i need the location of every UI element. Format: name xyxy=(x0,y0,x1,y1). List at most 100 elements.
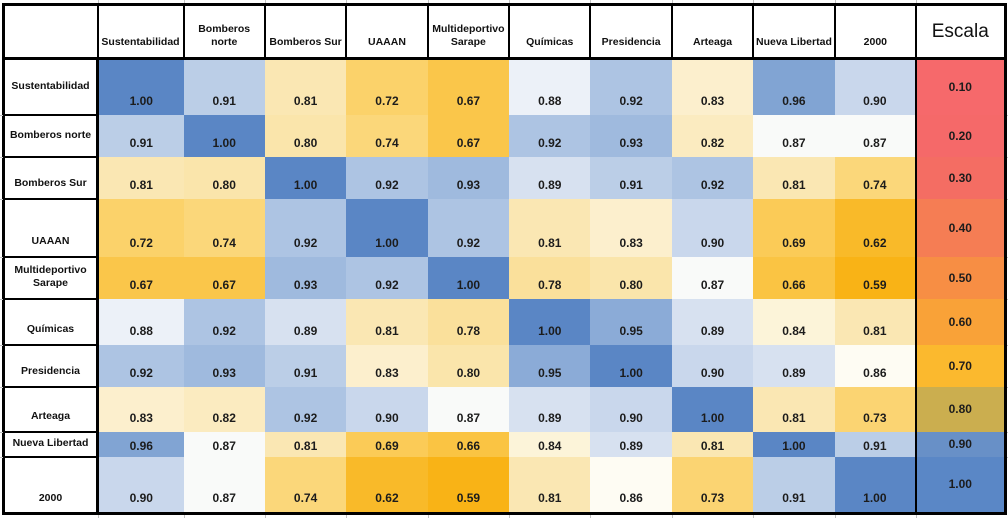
matrix-cell-2000-x-2000: 1.00 xyxy=(834,456,917,514)
gridline-tick-right xyxy=(1006,431,1008,433)
gridline-tick-left xyxy=(0,198,3,200)
matrix-cell-bomberos-norte-x-bomberos-norte: 1.00 xyxy=(183,114,265,157)
matrix-cell-2000-x-qu-micas: 0.81 xyxy=(509,456,591,514)
matrix-cell-arteaga-x-arteaga: 1.00 xyxy=(671,386,754,432)
matrix-cell-bomberos-sur-x-qu-micas: 0.89 xyxy=(509,156,591,199)
column-header-multideportivo-sarape: Multideportivo Sarape xyxy=(426,3,511,60)
gridline-tick-top xyxy=(590,0,592,3)
matrix-cell-sustentabilidad-x-sustentabilidad: 1.00 xyxy=(97,58,184,115)
escala-swatch-0.70: 0.70 xyxy=(915,344,1006,387)
matrix-cell-uaaan-x-nueva-libertad: 0.69 xyxy=(753,198,835,257)
matrix-cell-arteaga-x-presidencia: 0.90 xyxy=(590,386,672,432)
matrix-cell-nueva-libertad-x-bomberos-sur: 0.81 xyxy=(264,431,347,457)
matrix-cell-qu-micas-x-bomberos-sur: 0.89 xyxy=(264,298,347,345)
matrix-cell-2000-x-presidencia: 0.86 xyxy=(590,456,672,514)
escala-swatch-0.30: 0.30 xyxy=(915,156,1006,199)
escala-swatch-0.90: 0.90 xyxy=(915,431,1006,457)
matrix-cell-nueva-libertad-x-bomberos-norte: 0.87 xyxy=(183,431,265,457)
matrix-cell-uaaan-x-qu-micas: 0.81 xyxy=(509,198,591,257)
row-header-bomberos-norte: Bomberos norte xyxy=(2,113,99,158)
matrix-cell-bomberos-sur-x-sustentabilidad: 0.81 xyxy=(97,156,184,199)
row-header-nueva-libertad: Nueva Libertad xyxy=(2,430,99,458)
matrix-cell-arteaga-x-uaaan: 0.90 xyxy=(346,386,428,432)
matrix-cell-multideportivo-sarape-x-bomberos-norte: 0.67 xyxy=(183,256,265,299)
gridline-tick-left xyxy=(0,256,3,258)
matrix-cell-2000-x-bomberos-sur: 0.74 xyxy=(264,456,347,514)
column-header-qu-micas: Químicas xyxy=(508,3,592,60)
matrix-cell-uaaan-x-multideportivo-sarape: 0.92 xyxy=(427,198,510,257)
gridline-tick-top xyxy=(509,0,511,3)
matrix-cell-presidencia-x-bomberos-sur: 0.91 xyxy=(264,344,347,387)
matrix-cell-bomberos-norte-x-multideportivo-sarape: 0.67 xyxy=(427,114,510,157)
matrix-cell-uaaan-x-bomberos-norte: 0.74 xyxy=(183,198,265,257)
matrix-cell-qu-micas-x-arteaga: 0.89 xyxy=(671,298,754,345)
matrix-cell-bomberos-norte-x-uaaan: 0.74 xyxy=(346,114,428,157)
matrix-cell-nueva-libertad-x-nueva-libertad: 1.00 xyxy=(753,431,835,457)
matrix-cell-qu-micas-x-uaaan: 0.81 xyxy=(346,298,428,345)
matrix-cell-sustentabilidad-x-nueva-libertad: 0.96 xyxy=(753,58,835,115)
matrix-cell-bomberos-sur-x-bomberos-sur: 1.00 xyxy=(264,156,347,199)
column-header-sustentabilidad: Sustentabilidad xyxy=(96,3,185,60)
matrix-cell-multideportivo-sarape-x-multideportivo-sarape: 1.00 xyxy=(427,256,510,299)
matrix-cell-bomberos-norte-x-2000: 0.87 xyxy=(834,114,917,157)
column-header-arteaga: Arteaga xyxy=(670,3,755,60)
gridline-tick-top xyxy=(753,0,755,3)
row-header-bomberos-sur: Bomberos Sur xyxy=(2,155,99,200)
matrix-cell-bomberos-sur-x-presidencia: 0.91 xyxy=(590,156,672,199)
matrix-cell-bomberos-sur-x-uaaan: 0.92 xyxy=(346,156,428,199)
matrix-cell-multideportivo-sarape-x-qu-micas: 0.78 xyxy=(509,256,591,299)
matrix-cell-arteaga-x-multideportivo-sarape: 0.87 xyxy=(427,386,510,432)
matrix-cell-uaaan-x-2000: 0.62 xyxy=(834,198,917,257)
matrix-cell-2000-x-uaaan: 0.62 xyxy=(346,456,428,514)
column-header-presidencia: Presidencia xyxy=(589,3,673,60)
gridline-tick-left xyxy=(0,456,3,458)
matrix-cell-presidencia-x-bomberos-norte: 0.93 xyxy=(183,344,265,387)
matrix-cell-presidencia-x-presidencia: 1.00 xyxy=(590,344,672,387)
gridline-tick-right xyxy=(1006,298,1008,300)
matrix-cell-bomberos-norte-x-nueva-libertad: 0.87 xyxy=(753,114,835,157)
gridline-tick-right xyxy=(1006,386,1008,388)
matrix-cell-bomberos-sur-x-multideportivo-sarape: 0.93 xyxy=(427,156,510,199)
gridline-tick-top xyxy=(916,0,918,3)
matrix-cell-uaaan-x-presidencia: 0.83 xyxy=(590,198,672,257)
escala-swatch-0.20: 0.20 xyxy=(915,114,1006,157)
escala-swatch-0.60: 0.60 xyxy=(915,298,1006,345)
matrix-cell-nueva-libertad-x-sustentabilidad: 0.96 xyxy=(97,431,184,457)
matrix-cell-2000-x-nueva-libertad: 0.91 xyxy=(753,456,835,514)
gridline-tick-right xyxy=(1006,156,1008,158)
gridline-tick-top xyxy=(97,0,99,3)
gridline-tick-left xyxy=(0,114,3,116)
gridline-tick-right xyxy=(1006,456,1008,458)
gridline-tick-top xyxy=(183,0,185,3)
row-header-2000: 2000 xyxy=(2,455,99,515)
column-header-nueva-libertad: Nueva Libertad xyxy=(752,3,836,60)
matrix-cell-multideportivo-sarape-x-bomberos-sur: 0.93 xyxy=(264,256,347,299)
gridline-tick-top xyxy=(834,0,836,3)
column-header-bomberos-sur: Bomberos Sur xyxy=(263,3,348,60)
gridline-tick-right xyxy=(1006,344,1008,346)
matrix-cell-sustentabilidad-x-bomberos-norte: 0.91 xyxy=(183,58,265,115)
matrix-cell-multideportivo-sarape-x-2000: 0.59 xyxy=(834,256,917,299)
escala-swatch-0.50: 0.50 xyxy=(915,256,1006,299)
matrix-cell-sustentabilidad-x-qu-micas: 0.88 xyxy=(509,58,591,115)
row-header-multideportivo-sarape: Multideportivo Sarape xyxy=(2,255,99,300)
matrix-cell-multideportivo-sarape-x-sustentabilidad: 0.67 xyxy=(97,256,184,299)
column-header-2000: 2000 xyxy=(833,3,918,60)
matrix-cell-uaaan-x-arteaga: 0.90 xyxy=(671,198,754,257)
matrix-cell-presidencia-x-nueva-libertad: 0.89 xyxy=(753,344,835,387)
correlation-matrix-table: Sustentabilidad Bomberos norte Bomberos Su… xyxy=(2,3,1007,515)
matrix-cell-multideportivo-sarape-x-uaaan: 0.92 xyxy=(346,256,428,299)
matrix-cell-uaaan-x-uaaan: 1.00 xyxy=(346,198,428,257)
matrix-cell-uaaan-x-bomberos-sur: 0.92 xyxy=(264,198,347,257)
gridline-tick-left xyxy=(0,386,3,388)
gridline-tick-left xyxy=(0,156,3,158)
matrix-cell-qu-micas-x-bomberos-norte: 0.92 xyxy=(183,298,265,345)
matrix-cell-sustentabilidad-x-2000: 0.90 xyxy=(834,58,917,115)
matrix-cell-sustentabilidad-x-arteaga: 0.83 xyxy=(671,58,754,115)
column-header-bomberos-norte: Bomberos norte xyxy=(182,3,266,60)
matrix-cell-2000-x-sustentabilidad: 0.90 xyxy=(97,456,184,514)
matrix-cell-2000-x-multideportivo-sarape: 0.59 xyxy=(427,456,510,514)
gridline-tick-right xyxy=(1006,256,1008,258)
escala-header: Escala xyxy=(915,3,1007,60)
matrix-cell-qu-micas-x-2000: 0.81 xyxy=(834,298,917,345)
